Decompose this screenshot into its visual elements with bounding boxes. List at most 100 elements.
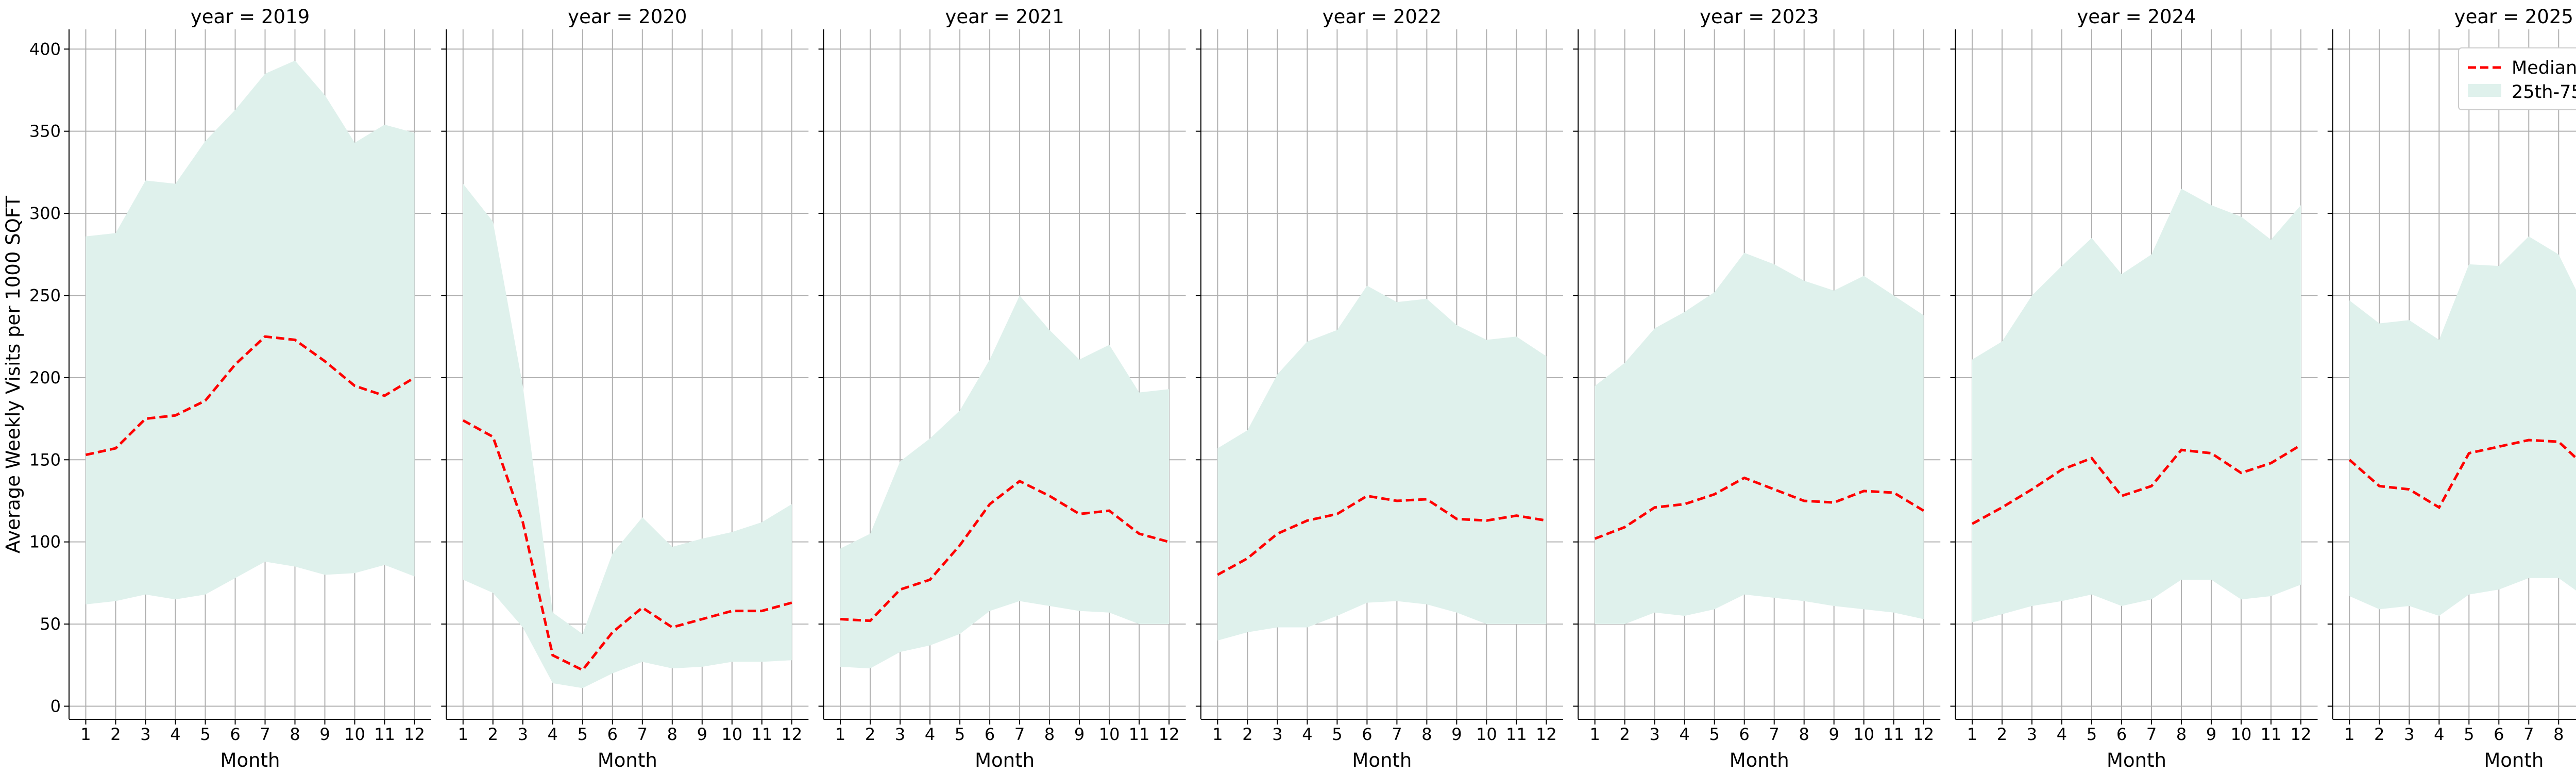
x-tick-label: 5 (1709, 725, 1720, 744)
x-tick-label: 6 (230, 725, 240, 744)
x-tick-label: 11 (751, 725, 772, 744)
x-tick-label: 12 (1913, 725, 1934, 744)
x-tick-label: 7 (2523, 725, 2534, 744)
x-tick-label: 2 (1997, 725, 2007, 744)
x-tick-label: 7 (1769, 725, 1780, 744)
percentile-band (1217, 285, 1546, 641)
x-tick-label: 9 (697, 725, 707, 744)
x-tick-label: 3 (1650, 725, 1660, 744)
x-tick-label: 2 (2374, 725, 2384, 744)
x-tick-label: 9 (1451, 725, 1462, 744)
x-tick-label: 8 (2176, 725, 2187, 744)
x-tick-label: 2 (1620, 725, 1630, 744)
percentile-band (840, 295, 1169, 668)
x-tick-label: 1 (1967, 725, 1977, 744)
x-tick-label: 5 (1332, 725, 1342, 744)
x-tick-label: 5 (578, 725, 588, 744)
legend: Median 25th-75th Percentile (2459, 48, 2576, 110)
x-tick-label: 4 (925, 725, 935, 744)
x-tick-label: 1 (2344, 725, 2354, 744)
x-tick-label: 2 (1242, 725, 1252, 744)
x-tick-label: 10 (721, 725, 742, 744)
x-tick-label: 6 (985, 725, 995, 744)
panel-title: year = 2020 (568, 6, 687, 28)
x-tick-label: 6 (1739, 725, 1750, 744)
x-tick-label: 4 (1680, 725, 1690, 744)
x-tick-label: 10 (1476, 725, 1497, 744)
x-tick-label: 11 (2261, 725, 2282, 744)
panel-title: year = 2022 (1323, 6, 1442, 28)
percentile-band (1595, 253, 1924, 625)
y-tick-label: 100 (29, 532, 61, 552)
x-tick-label: 3 (518, 725, 528, 744)
x-tick-label: 8 (2553, 725, 2564, 744)
y-tick-label: 200 (29, 368, 61, 388)
y-tick-label: 50 (40, 614, 61, 634)
y-tick-label: 0 (50, 696, 61, 716)
y-tick-label: 150 (29, 450, 61, 469)
x-tick-label: 7 (1392, 725, 1402, 744)
x-tick-label: 1 (835, 725, 845, 744)
x-axis-label: Month (598, 749, 657, 771)
x-tick-label: 2 (865, 725, 875, 744)
x-tick-label: 6 (2494, 725, 2504, 744)
x-tick-label: 6 (2116, 725, 2127, 744)
x-tick-label: 10 (1853, 725, 1874, 744)
x-tick-label: 9 (1074, 725, 1084, 744)
x-axis-label: Month (2484, 749, 2544, 771)
x-tick-label: 3 (1272, 725, 1282, 744)
x-axis-label: Month (975, 749, 1035, 771)
x-tick-label: 11 (1506, 725, 1527, 744)
x-tick-label: 8 (290, 725, 300, 744)
x-tick-label: 1 (458, 725, 468, 744)
x-tick-label: 4 (170, 725, 180, 744)
x-tick-label: 1 (1590, 725, 1600, 744)
x-tick-label: 3 (2027, 725, 2037, 744)
x-tick-label: 10 (2231, 725, 2252, 744)
x-tick-label: 3 (2404, 725, 2414, 744)
percentile-band (86, 61, 414, 604)
x-tick-label: 12 (1536, 725, 1557, 744)
x-tick-label: 7 (2146, 725, 2157, 744)
x-tick-label: 8 (1421, 725, 1432, 744)
x-tick-label: 8 (1044, 725, 1055, 744)
x-axis-label: Month (221, 749, 280, 771)
x-tick-label: 11 (1129, 725, 1150, 744)
percentile-band (1972, 189, 2301, 622)
x-axis-label: Month (2107, 749, 2166, 771)
y-axis-label: Average Weekly Visits per 1000 SQFT (2, 196, 24, 553)
x-tick-label: 11 (1883, 725, 1904, 744)
x-tick-label: 3 (895, 725, 905, 744)
y-tick-label: 350 (29, 122, 61, 141)
x-tick-label: 8 (667, 725, 677, 744)
x-tick-label: 1 (80, 725, 91, 744)
legend-band-swatch (2468, 84, 2501, 97)
x-tick-label: 5 (2464, 725, 2474, 744)
x-tick-label: 1 (1212, 725, 1223, 744)
x-tick-label: 9 (2206, 725, 2216, 744)
y-tick-label: 250 (29, 285, 61, 305)
x-tick-label: 9 (319, 725, 330, 744)
panel-title: year = 2021 (945, 6, 1064, 28)
panel-title: year = 2025 (2454, 6, 2573, 28)
x-tick-label: 2 (110, 725, 121, 744)
legend-band-label: 25th-75th Percentile (2512, 82, 2576, 103)
x-tick-label: 10 (344, 725, 365, 744)
panel-title: year = 2023 (1700, 6, 1819, 28)
x-tick-label: 2 (488, 725, 498, 744)
x-tick-label: 7 (637, 725, 648, 744)
x-tick-label: 5 (2087, 725, 2097, 744)
x-tick-label: 4 (1302, 725, 1312, 744)
x-tick-label: 9 (1829, 725, 1839, 744)
x-tick-label: 4 (548, 725, 558, 744)
percentile-band (2349, 218, 2576, 616)
legend-median-label: Median (2512, 58, 2576, 78)
y-tick-label: 300 (29, 204, 61, 223)
x-tick-label: 5 (955, 725, 965, 744)
x-tick-label: 4 (2434, 725, 2444, 744)
